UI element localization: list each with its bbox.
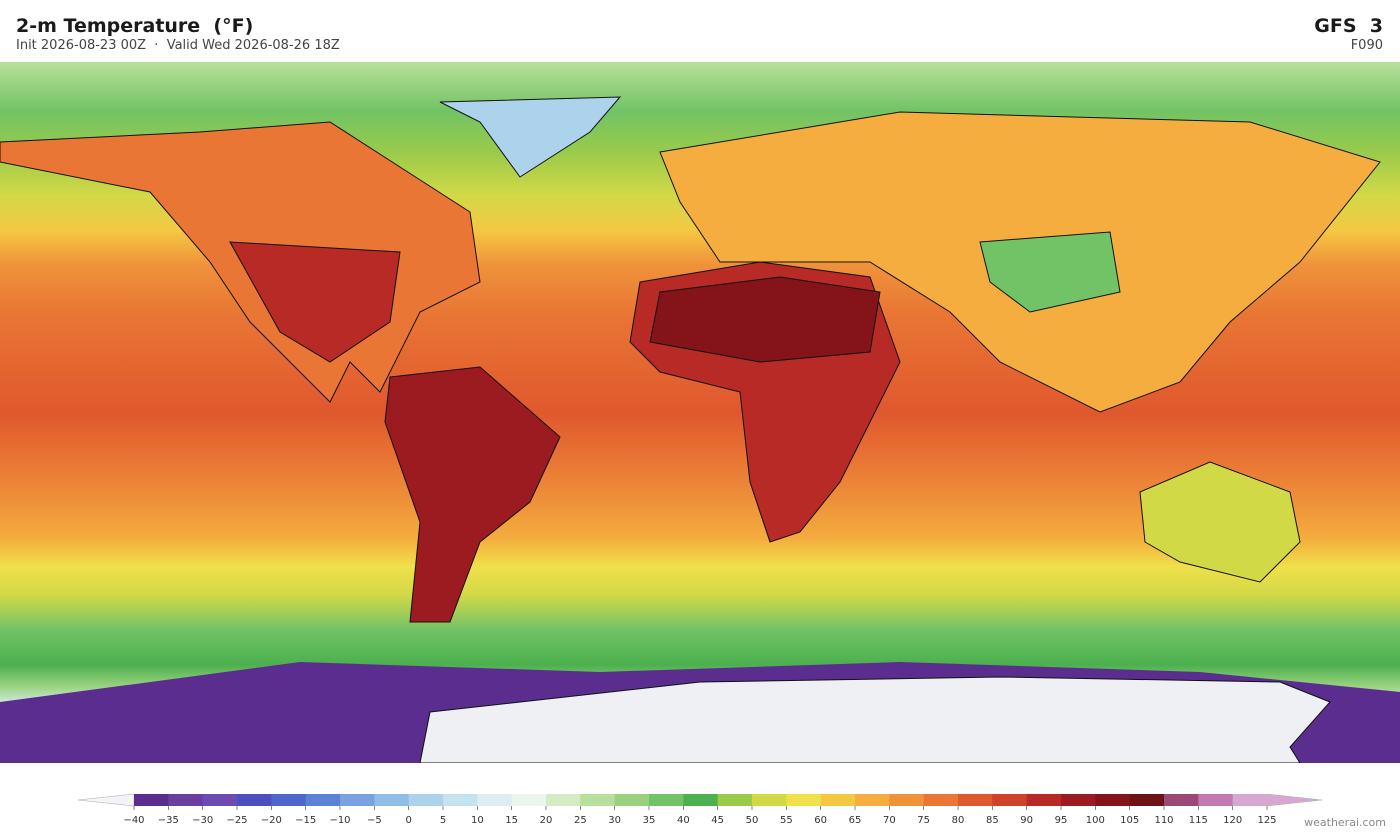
tick-label: 5 bbox=[440, 815, 446, 826]
tick-label: 60 bbox=[814, 815, 827, 826]
tick-label: −35 bbox=[158, 815, 179, 826]
tick-label: −20 bbox=[261, 815, 282, 826]
color-bin bbox=[168, 794, 204, 806]
color-bin bbox=[1164, 794, 1199, 806]
forecast-hour: F090 bbox=[1350, 38, 1383, 53]
tick-label: 100 bbox=[1086, 815, 1105, 826]
tick-label: 125 bbox=[1257, 815, 1276, 826]
tick-label: −10 bbox=[329, 815, 350, 826]
color-bin bbox=[820, 794, 856, 806]
color-bin bbox=[340, 794, 375, 806]
tick-label: −5 bbox=[367, 815, 382, 826]
tick-label: 40 bbox=[677, 815, 690, 826]
australia bbox=[1139, 461, 1301, 583]
south-america bbox=[384, 366, 561, 623]
color-bin bbox=[374, 794, 410, 806]
tick-label: 95 bbox=[1055, 815, 1068, 826]
color-bin bbox=[271, 794, 307, 806]
credit: weatherai.com bbox=[1304, 816, 1386, 829]
color-bin bbox=[202, 794, 238, 806]
color-bin bbox=[546, 794, 581, 806]
tick-label: 35 bbox=[643, 815, 656, 826]
color-bin bbox=[1129, 794, 1165, 806]
color-bin bbox=[443, 794, 478, 806]
color-bin bbox=[786, 794, 822, 806]
tick-label: 75 bbox=[917, 815, 930, 826]
tick-label: 25 bbox=[574, 815, 587, 826]
antarctica bbox=[419, 676, 1331, 763]
tick-label: −30 bbox=[192, 815, 213, 826]
tick-label: −25 bbox=[226, 815, 247, 826]
subtitle: Init 2026-08-23 00Z · Valid Wed 2026-08-… bbox=[16, 38, 340, 53]
color-bin bbox=[717, 794, 753, 806]
tick-label: 55 bbox=[780, 815, 793, 826]
color-bin bbox=[992, 794, 1028, 806]
tick-label: 10 bbox=[471, 815, 484, 826]
tick-label: 20 bbox=[540, 815, 553, 826]
greenland bbox=[439, 96, 622, 178]
tick-label: 65 bbox=[849, 815, 862, 826]
color-bin bbox=[477, 794, 513, 806]
tick-label: 70 bbox=[883, 815, 896, 826]
color-bin bbox=[855, 794, 890, 806]
tick-label: −15 bbox=[295, 815, 316, 826]
tick-label: 85 bbox=[986, 815, 999, 826]
continents bbox=[0, 96, 1400, 763]
tick-label: 30 bbox=[608, 815, 621, 826]
color-bin bbox=[511, 794, 547, 806]
tick-label: 15 bbox=[505, 815, 518, 826]
color-bin bbox=[134, 794, 169, 806]
color-bin bbox=[958, 794, 993, 806]
tick-label: 50 bbox=[746, 815, 759, 826]
color-bin bbox=[305, 794, 341, 806]
tick-label: 115 bbox=[1189, 815, 1208, 826]
color-bin bbox=[1095, 794, 1131, 806]
title: 2-m Temperature (°F) bbox=[16, 15, 254, 37]
color-bin bbox=[614, 794, 650, 806]
us-hot bbox=[229, 241, 401, 363]
tick-label: 110 bbox=[1154, 815, 1173, 826]
colorbar-extend-high bbox=[1266, 793, 1323, 807]
color-bin bbox=[889, 794, 925, 806]
color-bin bbox=[408, 794, 444, 806]
tick-label: 0 bbox=[405, 815, 411, 826]
tick-label: 80 bbox=[952, 815, 965, 826]
color-bin bbox=[1198, 794, 1234, 806]
color-bin bbox=[1061, 794, 1096, 806]
tick-label: 105 bbox=[1120, 815, 1139, 826]
color-bin bbox=[580, 794, 616, 806]
colorbar-extend-low bbox=[77, 793, 135, 807]
tick-label: 90 bbox=[1020, 815, 1033, 826]
color-bin bbox=[752, 794, 787, 806]
color-bin bbox=[1026, 794, 1062, 806]
colorbar[interactable]: −40 −35 −30 −25 −20 −15 −10 −5 0 5 10 15 20 25 30 35 40 4… bbox=[0, 785, 1400, 830]
color-bin bbox=[1232, 794, 1268, 806]
tick-label: 120 bbox=[1223, 815, 1242, 826]
tick-label: 45 bbox=[711, 815, 724, 826]
color-bin bbox=[683, 794, 719, 806]
tick-label: −40 bbox=[123, 815, 144, 826]
sahara bbox=[649, 276, 881, 363]
tibet bbox=[979, 231, 1121, 313]
color-bin bbox=[923, 794, 959, 806]
color-bin bbox=[237, 794, 272, 806]
map bbox=[0, 62, 1400, 763]
model: GFS 3 bbox=[1314, 15, 1383, 37]
color-bin bbox=[649, 794, 684, 806]
